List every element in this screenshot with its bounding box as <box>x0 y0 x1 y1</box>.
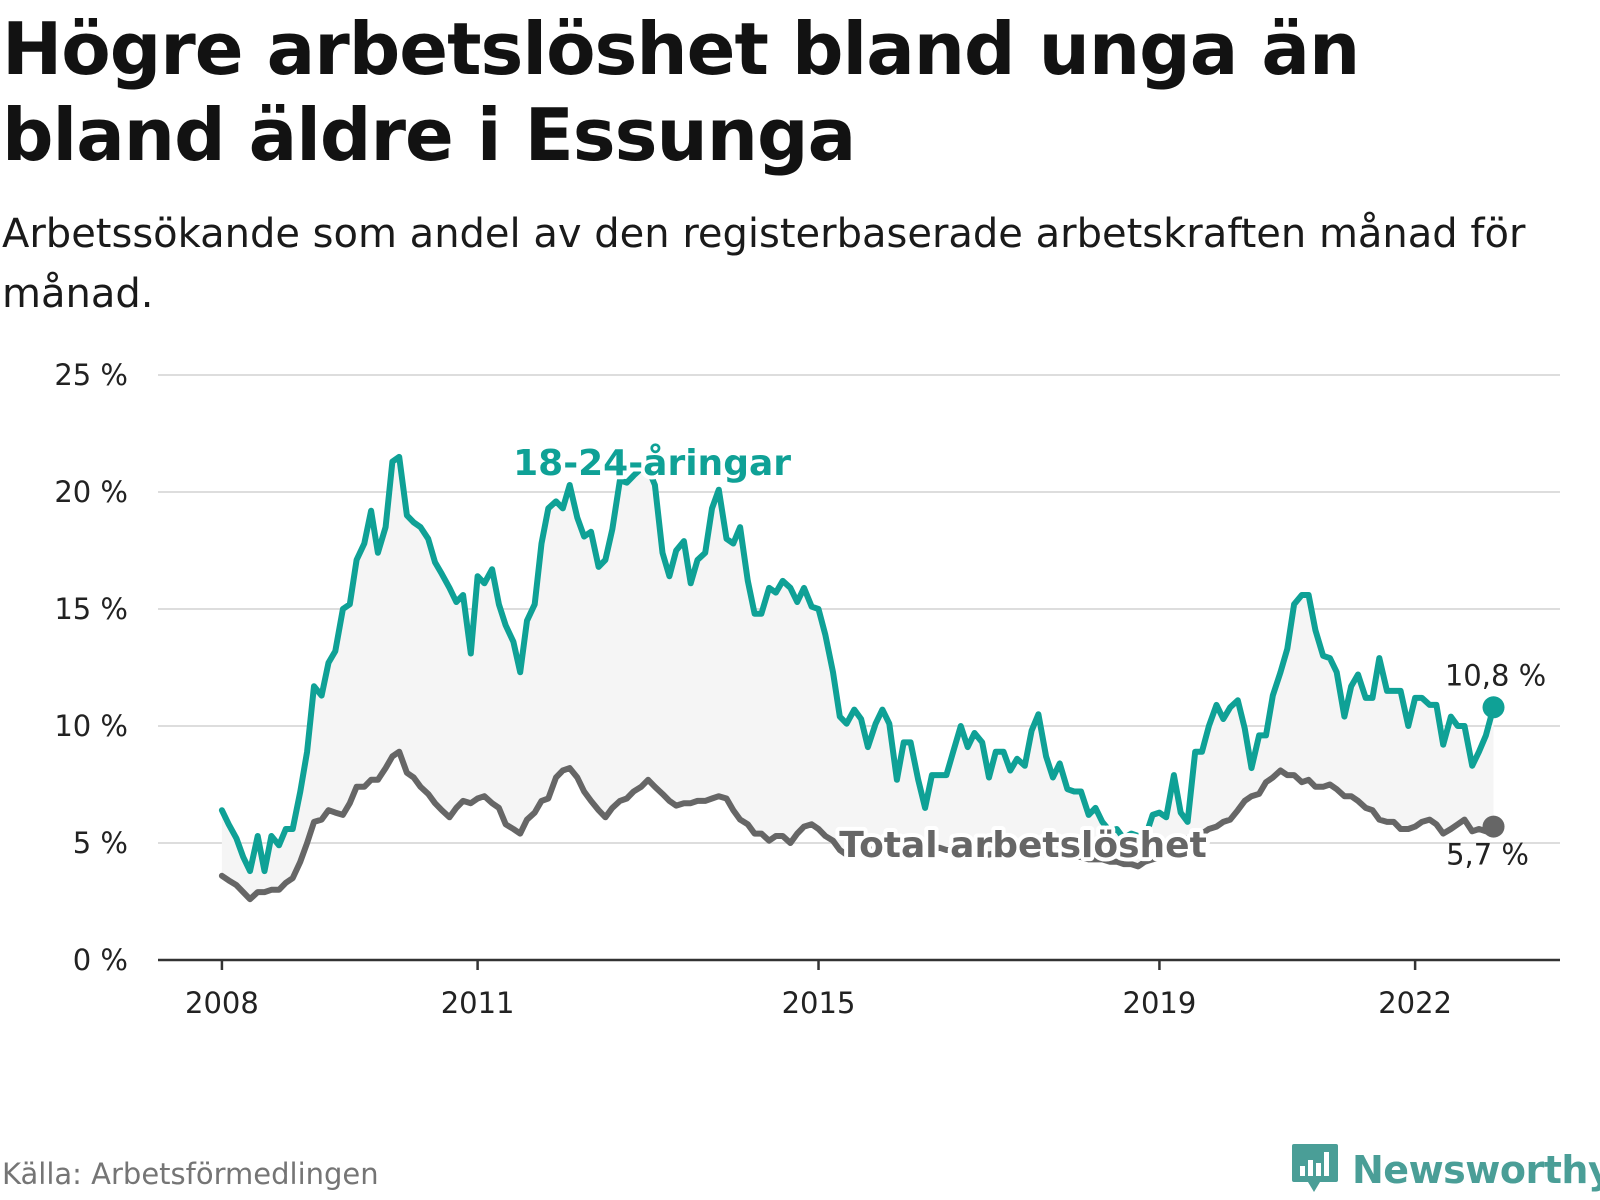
chart-subtitle: Arbetssökande som andel av den registerb… <box>2 211 1526 317</box>
total-end-point <box>1482 815 1505 838</box>
chart-title: Högre arbetslöshet bland unga än bland ä… <box>2 7 1360 177</box>
x-tick-label: 2019 <box>1123 986 1197 1020</box>
newsworthy-logo-icon <box>1292 1144 1338 1192</box>
total-end-label: 5,7 % <box>1446 838 1529 872</box>
x-tick-label: 2008 <box>185 986 259 1020</box>
youth-end-label: 10,8 % <box>1445 658 1546 692</box>
x-tick-label: 2011 <box>441 986 515 1020</box>
y-tick-label: 15 % <box>54 592 128 626</box>
y-tick-label: 20 % <box>54 475 128 509</box>
x-axis-ticks: 2008 2011 2015 2019 2022 <box>185 960 1452 1020</box>
line-chart: 0 %5 %10 %15 %20 %25 % 2008 2011 2015 2019 2… <box>54 358 1560 1020</box>
newsworthy-logo: Newsworthy <box>1290 1140 1600 1200</box>
x-tick-label: 2015 <box>782 986 856 1020</box>
youth-line <box>218 453 1497 875</box>
source-note: Källa: Arbetsförmedlingen <box>2 1157 379 1191</box>
youth-end-point <box>1482 696 1505 719</box>
x-tick-label: 2022 <box>1378 986 1452 1020</box>
total-line <box>218 748 1497 903</box>
y-tick-label: 10 % <box>54 709 128 743</box>
newsworthy-logo-text: Newsworthy <box>1352 1148 1600 1192</box>
y-tick-label: 0 % <box>73 943 128 977</box>
youth-series-label: 18-24-åringar <box>513 443 791 484</box>
y-tick-label: 5 % <box>73 826 128 860</box>
y-tick-label: 25 % <box>54 358 128 392</box>
series-annotations: 10,8 % 5,7 % 18-24-åringar Total arbetslösh… <box>509 439 1546 872</box>
series-lines <box>218 453 1497 903</box>
y-axis-labels: 0 % 5 % 10 % 15 % 20 % 25 % <box>54 358 128 977</box>
total-series-label: Total arbetslöshet <box>839 825 1207 866</box>
